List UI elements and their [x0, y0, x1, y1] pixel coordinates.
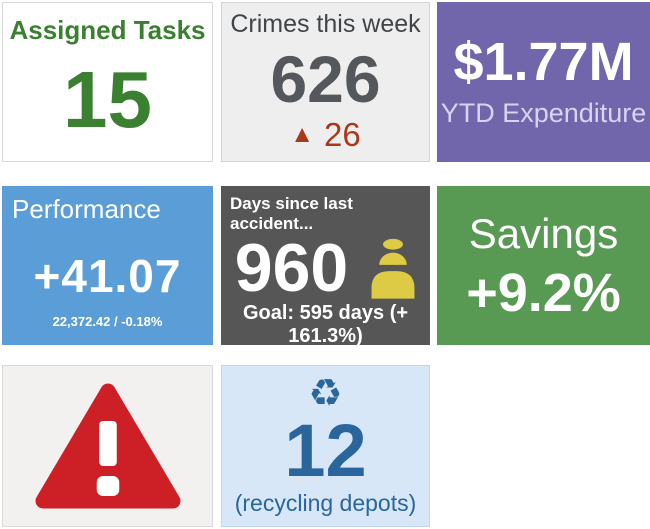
tile-assigned-tasks: Assigned Tasks 15 [2, 2, 213, 162]
tile-performance: Performance +41.07 22,372.42 / -0.18% [2, 186, 213, 345]
tile-recycling-depots: ♻ 12 (recycling depots) [221, 365, 430, 527]
performance-detail: 22,372.42 / -0.18% [52, 314, 163, 329]
assigned-tasks-value: 15 [63, 54, 152, 144]
up-triangle-icon: ▲ [290, 120, 315, 148]
recycle-icon: ♻ [308, 371, 343, 415]
worker-icon [371, 238, 415, 299]
crimes-value: 626 [270, 41, 381, 116]
crimes-title: Crimes this week [230, 10, 421, 38]
performance-title: Performance [12, 194, 161, 224]
savings-value: +9.2% [466, 262, 621, 323]
crimes-delta: ▲ 26 [290, 118, 360, 151]
savings-title: Savings [468, 210, 619, 258]
tile-warning [2, 365, 213, 527]
performance-value: +41.07 [33, 250, 182, 302]
tile-ytd-expenditure: $1.77M YTD Expenditure [437, 2, 650, 162]
accident-goal: Goal: 595 days (+ 161.3%) [242, 302, 409, 347]
recycling-value: 12 [284, 409, 367, 492]
tile-crimes-this-week: Crimes this week 626 ▲ 26 [221, 2, 430, 162]
crimes-delta-value: 26 [324, 116, 361, 153]
assigned-tasks-title: Assigned Tasks [9, 15, 206, 45]
tile-savings: Savings +9.2% [437, 186, 650, 345]
accident-title: Days since last accident... [230, 194, 353, 233]
accident-days-value: 960 [234, 230, 349, 306]
expenditure-value: $1.77M [453, 32, 634, 92]
expenditure-label: YTD Expenditure [440, 98, 647, 128]
warning-triangle-icon [35, 383, 180, 509]
tile-days-since-accident: Days since last accident... 960 Goal: 59… [221, 186, 430, 347]
recycling-label: (recycling depots) [234, 490, 417, 516]
